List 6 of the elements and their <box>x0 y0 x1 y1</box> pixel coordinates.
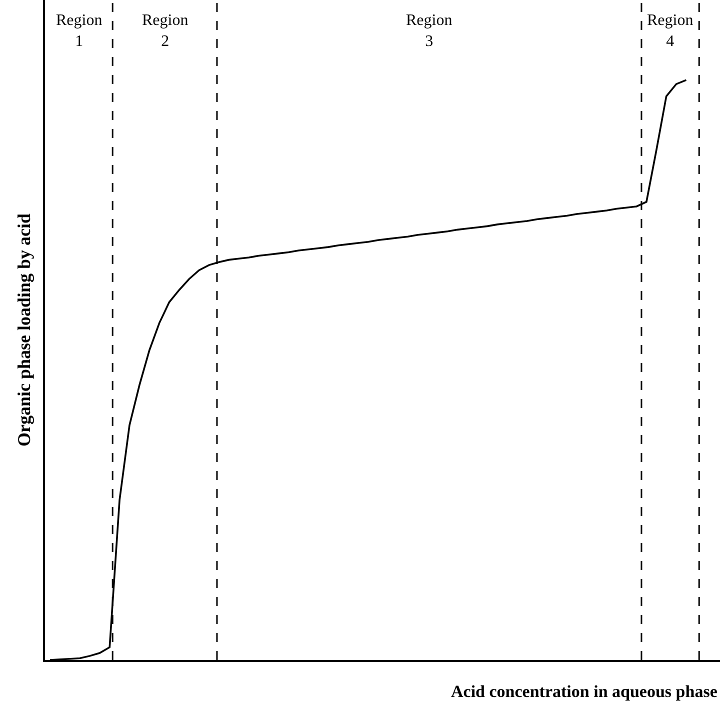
text: Region 1 <box>56 12 102 50</box>
y-axis-title: Organic phase loading by acid <box>14 213 34 447</box>
x-axis-title: Acid concentration in aqueous phase <box>451 682 718 701</box>
text: Region 4 <box>647 12 694 50</box>
text: Region 2 <box>142 12 188 50</box>
text: Region 3 <box>406 12 452 50</box>
